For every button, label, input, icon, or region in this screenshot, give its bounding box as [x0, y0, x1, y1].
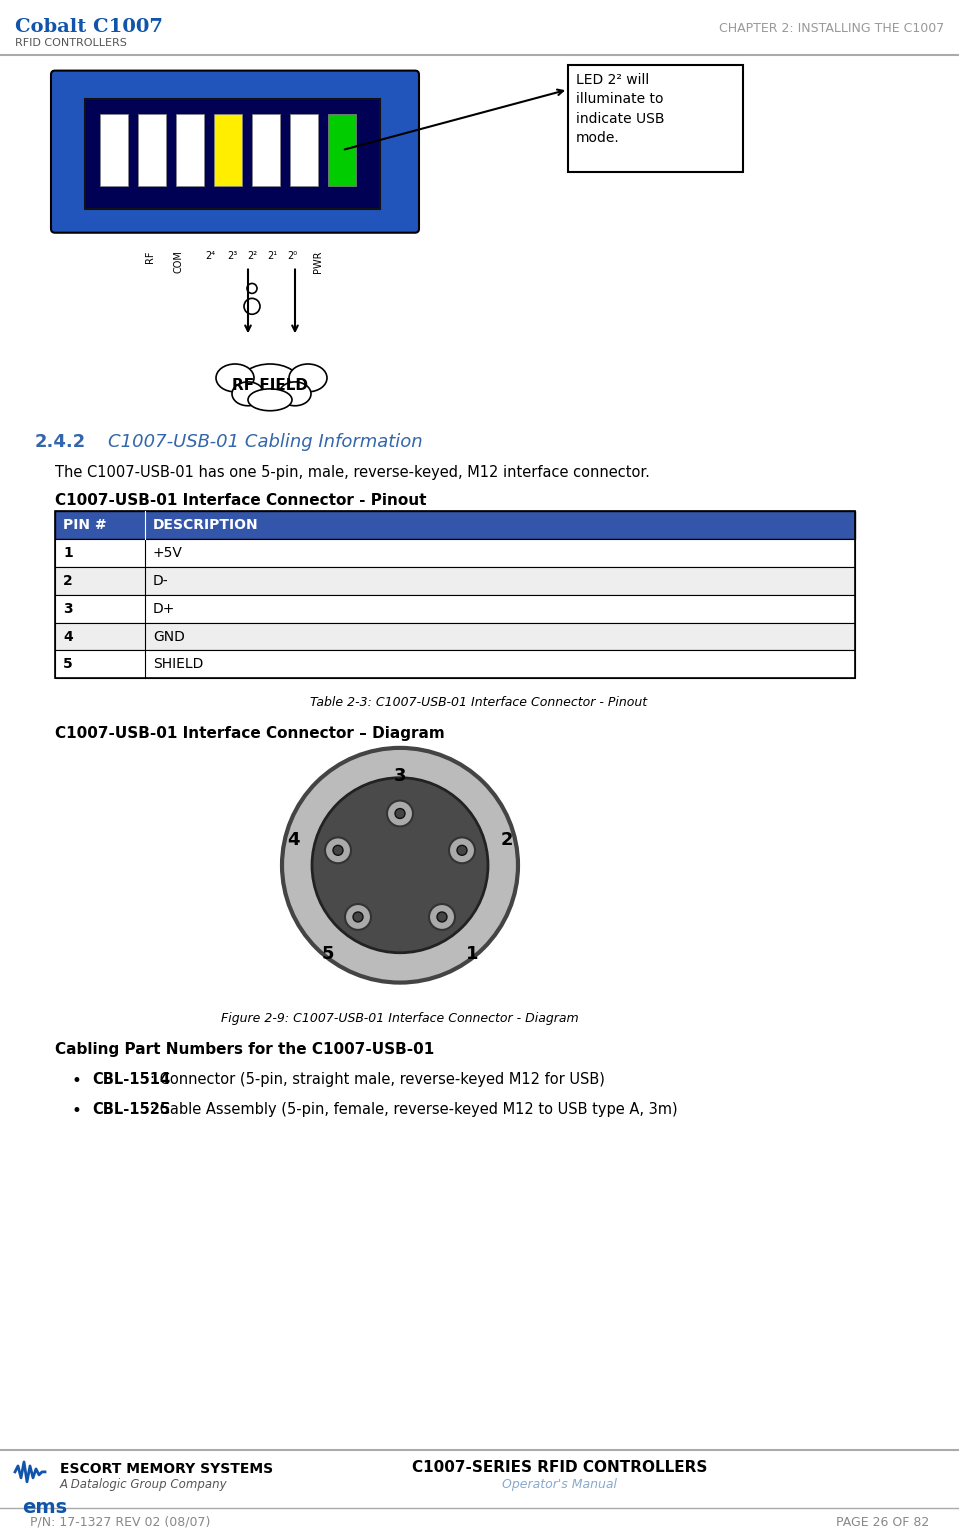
Circle shape	[345, 904, 371, 930]
Text: C1007-SERIES RFID CONTROLLERS: C1007-SERIES RFID CONTROLLERS	[412, 1460, 708, 1475]
Text: 1: 1	[63, 546, 73, 560]
Text: 3: 3	[63, 601, 73, 615]
Text: DESCRIPTION: DESCRIPTION	[153, 519, 259, 532]
Ellipse shape	[279, 382, 311, 405]
Text: GND: GND	[153, 629, 185, 644]
Circle shape	[395, 808, 405, 819]
Text: 5: 5	[63, 658, 73, 672]
Bar	[290, 115, 318, 187]
Circle shape	[333, 846, 343, 855]
Bar	[55, 595, 855, 623]
Text: RF FIELD: RF FIELD	[232, 378, 308, 393]
Bar	[55, 623, 855, 650]
Text: PIN #: PIN #	[63, 519, 106, 532]
Text: C1007-USB-01 Cabling Information: C1007-USB-01 Cabling Information	[108, 433, 423, 451]
Text: SHIELD: SHIELD	[153, 658, 203, 672]
Text: P/N: 17-1327 REV 02 (08/07): P/N: 17-1327 REV 02 (08/07)	[30, 1516, 210, 1528]
Bar	[55, 650, 855, 678]
Circle shape	[325, 837, 351, 863]
Text: D+: D+	[153, 601, 175, 615]
Text: ESCORT MEMORY SYSTEMS: ESCORT MEMORY SYSTEMS	[60, 1463, 273, 1476]
Text: RF: RF	[145, 251, 155, 263]
Text: 2⁰: 2⁰	[287, 251, 297, 260]
Text: LED 2² will
illuminate to
indicate USB
mode.: LED 2² will illuminate to indicate USB m…	[576, 72, 665, 145]
Ellipse shape	[232, 382, 264, 405]
Bar	[85, 99, 380, 210]
Circle shape	[282, 748, 518, 982]
Text: CBL-1514: CBL-1514	[92, 1073, 170, 1088]
Text: 3: 3	[394, 767, 407, 785]
Circle shape	[437, 912, 447, 923]
Text: COM: COM	[173, 251, 183, 274]
Text: 2.4.2: 2.4.2	[35, 433, 86, 451]
Ellipse shape	[248, 389, 292, 410]
Circle shape	[353, 912, 363, 923]
Text: C1007-USB-01 Interface Connector - Pinout: C1007-USB-01 Interface Connector - Pinou…	[55, 493, 427, 508]
FancyBboxPatch shape	[51, 70, 419, 233]
Text: +5V: +5V	[153, 546, 183, 560]
Bar	[55, 539, 855, 568]
Bar	[100, 115, 128, 187]
Text: •: •	[72, 1073, 82, 1089]
Text: 4: 4	[287, 831, 299, 849]
Bar	[328, 115, 356, 187]
Circle shape	[387, 800, 413, 826]
Bar	[568, 64, 743, 171]
Text: 4: 4	[63, 629, 73, 644]
Bar	[214, 115, 242, 187]
Circle shape	[429, 904, 455, 930]
Text: : Connector (5-pin, straight male, reverse-keyed M12 for USB): : Connector (5-pin, straight male, rever…	[150, 1073, 604, 1088]
Text: •: •	[72, 1102, 82, 1120]
Text: 2⁴: 2⁴	[205, 251, 215, 260]
Bar	[55, 511, 855, 678]
Text: 2¹: 2¹	[267, 251, 277, 260]
Text: PWR: PWR	[313, 251, 323, 274]
Text: RFID CONTROLLERS: RFID CONTROLLERS	[15, 38, 127, 47]
Text: 5: 5	[321, 946, 334, 964]
Bar	[138, 115, 166, 187]
Bar	[176, 115, 204, 187]
Circle shape	[312, 777, 488, 953]
Text: PAGE 26 OF 82: PAGE 26 OF 82	[835, 1516, 929, 1528]
Text: ems: ems	[22, 1498, 67, 1516]
Text: Cabling Part Numbers for the C1007-USB-01: Cabling Part Numbers for the C1007-USB-0…	[55, 1042, 434, 1057]
Text: D-: D-	[153, 574, 169, 588]
Text: : Cable Assembly (5-pin, female, reverse-keyed M12 to USB type A, 3m): : Cable Assembly (5-pin, female, reverse…	[150, 1102, 677, 1117]
Text: CHAPTER 2: INSTALLING THE C1007: CHAPTER 2: INSTALLING THE C1007	[718, 21, 944, 35]
Bar	[55, 568, 855, 595]
Bar	[55, 511, 855, 539]
Ellipse shape	[240, 364, 300, 402]
Bar	[252, 115, 280, 187]
Ellipse shape	[289, 364, 327, 392]
Text: 2³: 2³	[227, 251, 237, 260]
Text: 2: 2	[63, 574, 73, 588]
Text: Figure 2-9: C1007-USB-01 Interface Connector - Diagram: Figure 2-9: C1007-USB-01 Interface Conne…	[222, 1013, 579, 1025]
Text: A Datalogic Group Company: A Datalogic Group Company	[60, 1478, 227, 1490]
Circle shape	[457, 846, 467, 855]
Text: Table 2-3: C1007-USB-01 Interface Connector - Pinout: Table 2-3: C1007-USB-01 Interface Connec…	[311, 696, 647, 710]
Text: Cobalt C1007: Cobalt C1007	[15, 18, 163, 35]
Text: 2²: 2²	[246, 251, 257, 260]
Text: C1007-USB-01 Interface Connector – Diagram: C1007-USB-01 Interface Connector – Diagr…	[55, 727, 445, 741]
Text: The C1007-USB-01 has one 5-pin, male, reverse-keyed, M12 interface connector.: The C1007-USB-01 has one 5-pin, male, re…	[55, 465, 650, 480]
Text: 2: 2	[501, 831, 513, 849]
Ellipse shape	[216, 364, 254, 392]
Text: 1: 1	[466, 946, 479, 964]
Text: Operator's Manual: Operator's Manual	[503, 1478, 618, 1490]
Text: CBL-1525: CBL-1525	[92, 1102, 170, 1117]
Circle shape	[449, 837, 475, 863]
